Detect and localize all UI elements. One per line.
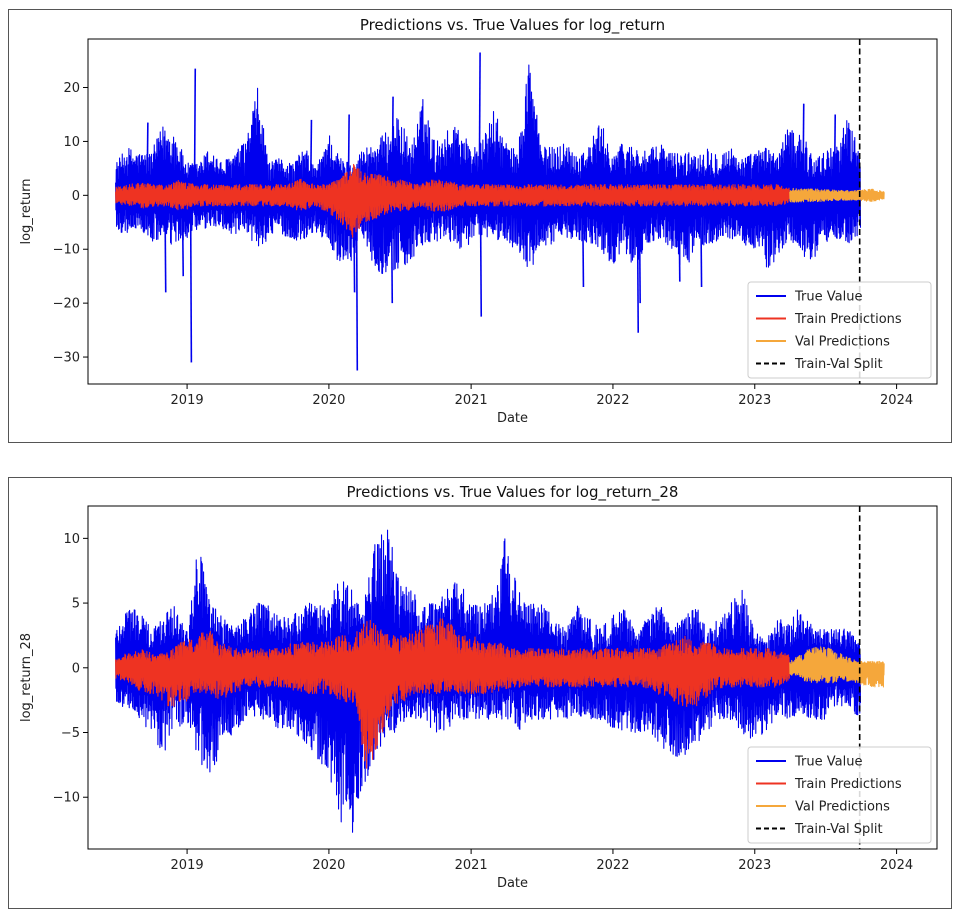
x-tick-label: 2024 [880,858,913,873]
val-predictions-series [789,187,885,203]
data-spike [164,195,167,293]
x-tick-label: 2020 [312,393,345,408]
data-spike [532,111,535,196]
legend-label-val-predictions: Val Predictions [795,800,890,815]
data-spike [802,103,805,196]
x-axis-label: Date [497,876,528,891]
x-tick-label: 2022 [596,393,629,408]
data-spike [146,122,149,196]
data-spike [309,119,313,196]
y-tick-label: 0 [72,661,80,676]
y-tick-label: −10 [53,791,80,806]
legend: True Value Train Predictions Val Predict… [747,746,932,844]
y-tick-label: 0 [72,189,80,204]
axes-frame [87,38,938,385]
true-value-series [115,64,861,275]
y-tick-label: 10 [63,135,80,150]
legend-label-train-val-split: Train-Val Split [794,357,883,372]
chart-svg: 2019 2020 2021 2022 2023 2024 20 10 0 −10 −20 −30 Pr… [19,16,938,426]
legend-label-val-predictions: Val Predictions [795,335,890,350]
x-tick-label: 2021 [455,858,488,873]
data-spike [189,195,193,363]
axes-frame [87,505,938,850]
data-spike [391,96,394,196]
data-spike [638,195,641,304]
chart-panel-log-return: 2019 2020 2021 2022 2023 2024 20 10 0 −10 −20 −30 Pr… [8,9,952,443]
train-predictions-series [115,163,790,238]
legend: True Value Train Predictions Val Predict… [747,281,932,379]
y-tick-label: −20 [53,297,80,312]
y-tick-label: −5 [61,726,80,741]
legend-label-true-value: True Value [794,755,862,770]
plot-area [115,52,885,371]
x-tick-label: 2021 [455,393,488,408]
x-axis-label: Date [497,411,528,426]
x-tick-label: 2024 [880,393,913,408]
x-tick-label: 2023 [738,858,771,873]
train-predictions-series [115,618,790,769]
x-tick-label: 2023 [738,393,771,408]
data-spike [478,52,481,196]
x-tick-label: 2019 [171,393,204,408]
y-tick-label: −10 [53,243,80,258]
val-predictions-series [789,646,885,688]
legend-label-train-val-split: Train-Val Split [794,822,883,837]
x-tick-label: 2019 [171,858,204,873]
x-tick-label: 2022 [596,858,629,873]
x-tick-label: 2020 [312,858,345,873]
y-axis-label: log_return_28 [19,633,34,722]
y-tick-label: 10 [63,532,80,547]
chart-panel-log-return-28: 2019 2020 2021 2022 2023 2024 10 5 0 −5 −10 Predict… [8,477,952,909]
data-spike [355,195,359,371]
y-tick-label: 20 [63,81,80,96]
chart-svg: 2019 2020 2021 2022 2023 2024 10 5 0 −5 −10 Predict… [19,483,938,891]
plot-area [115,529,885,833]
chart-title: Predictions vs. True Values for log_retu… [347,483,679,502]
legend-box [747,746,932,844]
data-spike [193,68,197,196]
legend-label-train-predictions: Train Predictions [794,777,902,792]
legend-label-true-value: True Value [794,290,862,305]
data-spike [181,195,185,277]
y-tick-label: 5 [72,597,80,612]
data-spike [699,195,703,287]
data-spike [390,195,394,304]
legend-box [747,281,932,379]
data-spike [581,195,585,287]
chart-title: Predictions vs. True Values for log_retu… [360,16,665,35]
data-spike [678,195,681,282]
data-spike [479,195,483,317]
legend-label-train-predictions: Train Predictions [794,312,902,327]
data-spike [636,195,640,333]
data-spike [833,114,837,196]
y-axis-label: log_return [19,178,34,244]
true-value-spikes [146,52,837,371]
y-tick-label: −30 [53,351,80,366]
